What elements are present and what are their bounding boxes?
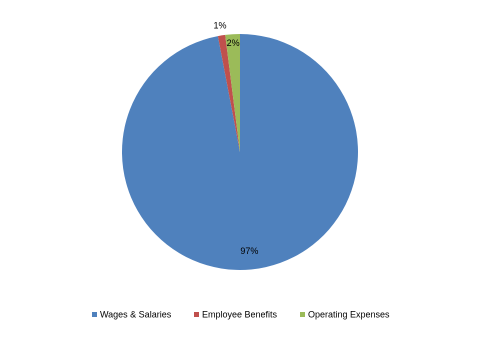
legend-label: Wages & Salaries — [100, 309, 172, 319]
legend-swatch — [300, 312, 305, 317]
data-label: 97% — [240, 246, 258, 256]
legend-label: Employee Benefits — [202, 309, 278, 319]
pie-slice — [217, 34, 240, 152]
legend-swatch — [92, 312, 97, 317]
data-label: 2% — [227, 38, 240, 48]
data-label: 1% — [214, 21, 227, 31]
legend-swatch — [194, 312, 199, 317]
pie-slice — [225, 34, 240, 152]
legend-label: Operating Expenses — [308, 309, 390, 319]
